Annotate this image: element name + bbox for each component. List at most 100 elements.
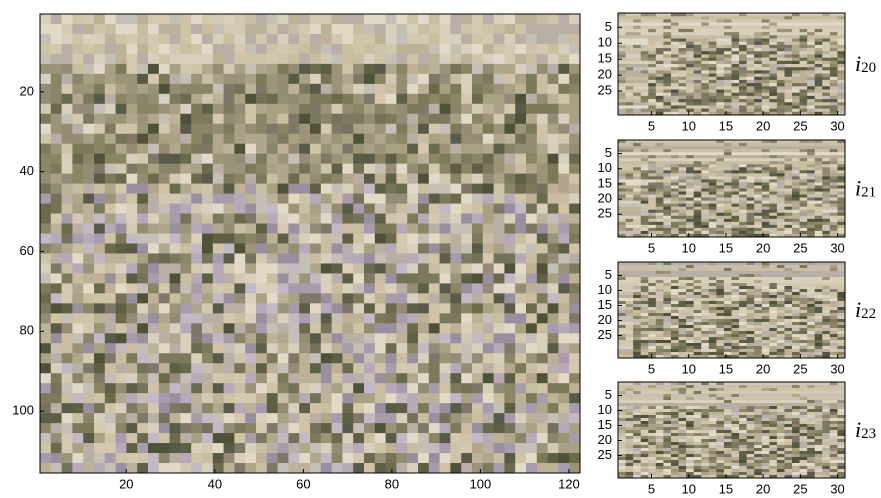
pixel [213, 303, 224, 313]
pixel [94, 413, 105, 423]
pixel [732, 93, 740, 97]
pixel [686, 140, 694, 143]
pixel [679, 170, 687, 173]
pixel [159, 74, 170, 84]
pixel [537, 263, 548, 273]
pixel [815, 35, 823, 39]
pixel [461, 204, 472, 214]
pixel [762, 195, 770, 198]
pixel [815, 42, 823, 46]
pixel [800, 210, 808, 213]
pixel [694, 143, 702, 146]
pixel [694, 61, 702, 65]
pixel [792, 109, 800, 113]
pixel [800, 26, 808, 30]
pixel [159, 423, 170, 433]
pixel [526, 313, 537, 323]
pixel [641, 322, 649, 325]
pixel [633, 58, 641, 62]
pixel [626, 189, 634, 192]
pixel [548, 403, 559, 413]
pixel [739, 158, 747, 161]
pixel [694, 149, 702, 152]
pixel [288, 263, 299, 273]
pixel [822, 109, 830, 113]
pixel [256, 383, 267, 393]
pixel [784, 83, 792, 87]
pixel [450, 24, 461, 34]
pixel [762, 210, 770, 213]
pixel [732, 204, 740, 207]
pixel [213, 74, 224, 84]
pixel [784, 93, 792, 97]
pixel [105, 104, 116, 114]
pixel [83, 343, 94, 353]
pixel [267, 423, 278, 433]
pixel [321, 423, 332, 433]
pixel [648, 105, 656, 109]
pixel [792, 207, 800, 210]
pixel [777, 26, 785, 30]
pixel [724, 207, 732, 210]
pixel [245, 134, 256, 144]
pixel [213, 174, 224, 184]
pixel [709, 185, 717, 188]
pixel [777, 216, 785, 219]
pixel [777, 80, 785, 84]
pixel [202, 204, 213, 214]
pixel [762, 32, 770, 36]
pixel [321, 154, 332, 164]
pixel [364, 104, 375, 114]
pixel [450, 313, 461, 323]
pixel [234, 204, 245, 214]
pixel [694, 283, 702, 286]
pixel [407, 273, 418, 283]
pixel [180, 453, 191, 463]
pixel [375, 84, 386, 94]
pixel [148, 214, 159, 224]
pixel [72, 333, 83, 343]
pixel [694, 42, 702, 46]
pixel [288, 224, 299, 234]
pixel [180, 64, 191, 74]
pixel [747, 105, 755, 109]
pixel [407, 333, 418, 343]
pixel [709, 105, 717, 109]
pixel [418, 214, 429, 224]
pixel [558, 94, 569, 104]
pixel [213, 44, 224, 54]
pixel [701, 143, 709, 146]
pixel [822, 19, 830, 23]
pixel [461, 154, 472, 164]
pixel [191, 104, 202, 114]
pixel [170, 234, 181, 244]
pixel [418, 333, 429, 343]
pixel [739, 143, 747, 146]
pixel [694, 319, 702, 322]
pixel [515, 323, 526, 333]
pixel [716, 325, 724, 328]
pixel [537, 134, 548, 144]
pixel [724, 222, 732, 225]
pixel [784, 274, 792, 277]
pixel [837, 307, 845, 310]
pixel [278, 263, 289, 273]
pixel [558, 64, 569, 74]
pixel [618, 77, 626, 81]
pixel [526, 54, 537, 64]
pixel [526, 353, 537, 363]
pixel [191, 423, 202, 433]
pixel [224, 84, 235, 94]
pixel [278, 164, 289, 174]
pixel [807, 198, 815, 201]
pixel [504, 383, 515, 393]
pixel [762, 74, 770, 78]
pixel [148, 423, 159, 433]
pixel [483, 433, 494, 443]
pixel [407, 323, 418, 333]
pixel [724, 54, 732, 58]
pixel [837, 146, 845, 149]
pixel [234, 433, 245, 443]
pixel [724, 161, 732, 164]
pixel [800, 304, 808, 307]
